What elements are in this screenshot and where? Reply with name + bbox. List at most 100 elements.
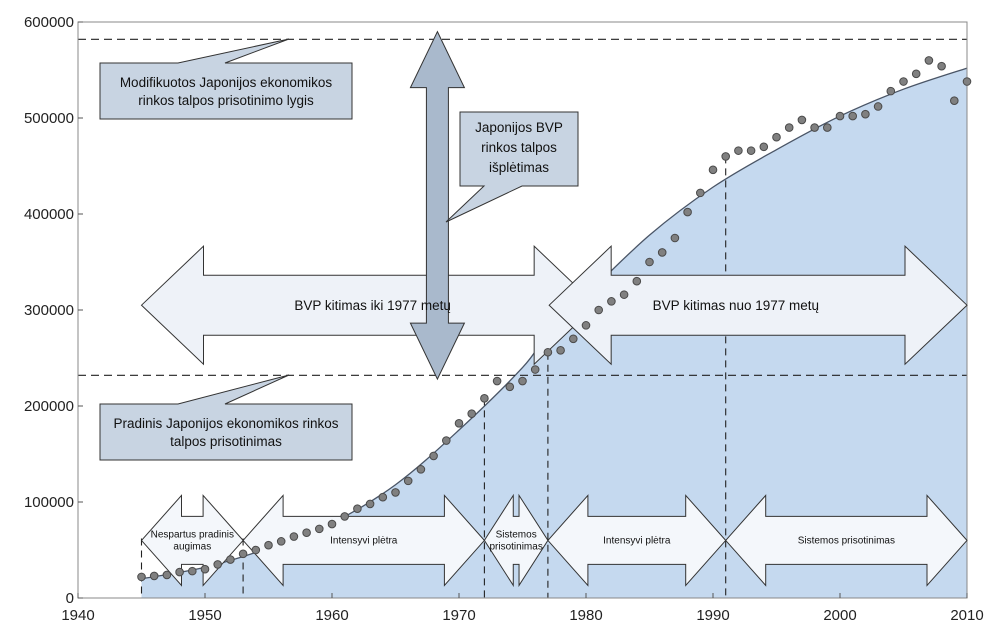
data-point xyxy=(454,418,464,428)
data-point xyxy=(632,276,642,286)
x-tick-label: 1950 xyxy=(188,607,221,624)
data-point xyxy=(594,305,604,315)
data-point xyxy=(899,77,908,86)
data-point xyxy=(492,376,502,386)
data-point xyxy=(924,56,934,65)
y-tick-label: 600000 xyxy=(24,14,74,31)
data-point xyxy=(365,499,375,509)
data-point xyxy=(962,77,972,86)
phase-label: Intensyvi plėtra xyxy=(603,535,671,546)
y-tick-label: 400000 xyxy=(24,206,74,223)
callout-text: Modifikuotos Japonijos ekonomikos xyxy=(120,75,333,90)
data-point xyxy=(200,564,210,574)
data-point xyxy=(429,451,438,461)
data-point xyxy=(276,537,286,546)
callout-modified-saturation xyxy=(99,38,353,120)
phase-label: Intensyvi plėtra xyxy=(330,535,398,546)
x-tick-label: 1990 xyxy=(696,607,729,624)
data-point xyxy=(137,572,146,582)
phase-label: prisotinimas xyxy=(489,541,542,552)
callout-text: Japonijos BVP xyxy=(475,120,563,135)
data-point xyxy=(937,61,946,71)
x-tick-label: 1970 xyxy=(442,607,475,624)
arrows-layer: BVP kitimas iki 1977 metų BVP kitimas nuo… xyxy=(140,30,968,588)
markers-layer xyxy=(137,56,972,582)
data-point xyxy=(251,545,261,555)
data-point xyxy=(581,321,591,330)
data-point xyxy=(810,123,819,132)
callout-text: rinkos talpos xyxy=(481,140,557,155)
callout-text: Pradinis Japonijos ekonomikos rinkos xyxy=(113,416,338,431)
data-point xyxy=(848,111,858,121)
arrow-market-expansion xyxy=(409,30,466,381)
phase-label: Nespartus pradinis xyxy=(151,529,234,540)
data-point xyxy=(340,512,350,521)
data-point xyxy=(911,69,921,79)
data-point xyxy=(327,519,337,529)
x-tick-label: 1960 xyxy=(315,607,348,624)
data-point xyxy=(403,476,413,486)
data-point xyxy=(353,504,362,514)
data-point xyxy=(823,123,832,132)
data-point xyxy=(873,102,883,111)
x-tick-label: 1940 xyxy=(61,607,94,624)
data-point xyxy=(619,290,629,299)
arrow-bvp-after-1977 xyxy=(548,245,968,366)
data-point xyxy=(149,571,159,581)
data-point xyxy=(721,152,731,161)
data-point xyxy=(759,142,769,152)
data-point xyxy=(302,528,311,538)
arrow-label-before-1977: BVP kitimas iki 1977 metų xyxy=(294,298,451,313)
y-tick-label: 500000 xyxy=(24,110,74,127)
data-point xyxy=(467,409,477,418)
data-point xyxy=(391,488,400,497)
data-point xyxy=(569,334,578,344)
callout-text: talpos prisotinimas xyxy=(170,434,282,449)
x-tick-label: 1980 xyxy=(569,607,602,624)
data-point xyxy=(607,297,616,306)
data-point xyxy=(264,540,273,550)
data-point xyxy=(315,524,324,534)
data-point xyxy=(505,382,515,392)
data-point xyxy=(683,207,692,217)
data-point xyxy=(696,188,705,198)
data-point xyxy=(861,109,870,119)
y-tick-label: 200000 xyxy=(24,398,74,415)
data-point xyxy=(734,146,743,155)
phase-label: augimas xyxy=(173,541,211,552)
data-point xyxy=(175,567,184,577)
callouts: Modifikuotos Japonijos ekonomikos rinkos … xyxy=(99,38,579,461)
callout-initial-saturation xyxy=(99,374,353,461)
data-point xyxy=(416,465,426,474)
data-point xyxy=(518,376,527,386)
y-tick-label: 100000 xyxy=(24,494,74,511)
data-point xyxy=(645,257,654,267)
y-tick-label: 300000 xyxy=(24,302,74,319)
callout-text: rinkos talpos prisotinimo lygis xyxy=(138,93,314,108)
data-point xyxy=(797,115,807,125)
data-point xyxy=(213,560,222,569)
callout-bvp-expansion xyxy=(445,111,579,223)
data-point xyxy=(162,570,172,580)
phase-label: Sistemos xyxy=(496,529,537,540)
data-point xyxy=(378,492,388,502)
phase-label: Sistemos prisotinimas xyxy=(798,535,895,546)
data-point xyxy=(657,248,667,257)
data-point xyxy=(556,346,565,355)
data-point xyxy=(670,233,680,243)
data-point xyxy=(442,436,451,445)
data-point xyxy=(289,532,299,541)
x-tick-label: 2000 xyxy=(823,607,856,624)
data-point xyxy=(772,132,781,142)
axes: 1940 1950 1960 1970 1980 1990 2000 2010 0 100000 2… xyxy=(24,14,984,624)
phase-arrow xyxy=(725,494,968,587)
data-point xyxy=(543,347,553,357)
y-tick-label: 0 xyxy=(66,590,74,607)
data-point xyxy=(835,111,845,121)
data-point xyxy=(480,394,489,403)
callout-text: išplėtimas xyxy=(489,160,549,175)
data-point xyxy=(188,566,197,576)
data-point xyxy=(784,123,794,132)
data-point xyxy=(530,365,540,374)
